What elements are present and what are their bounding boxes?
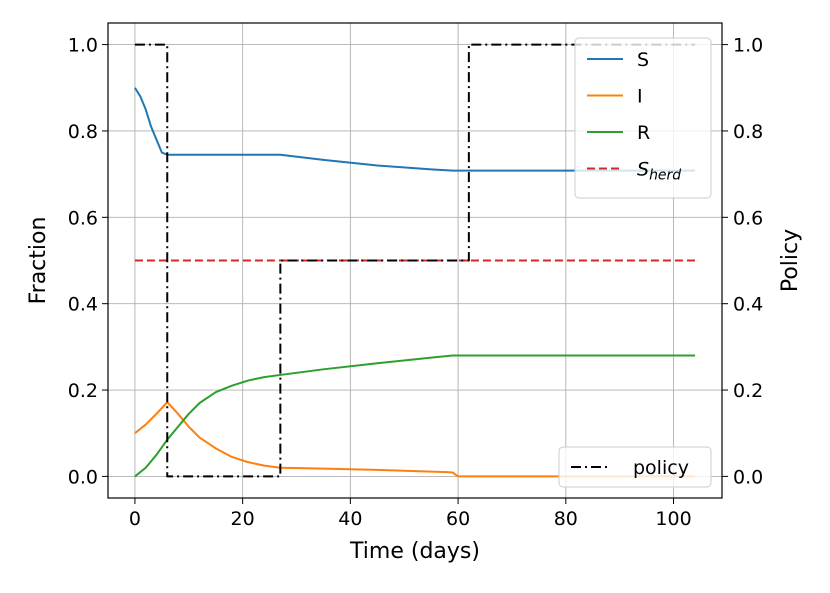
y-tick-label: 1.0 [68, 35, 98, 57]
x-tick-label: 0 [129, 508, 141, 530]
legend-label: Sherd [637, 159, 681, 184]
y-tick-label: 0.8 [68, 121, 98, 143]
y-axis-label: Fraction [26, 217, 51, 305]
x-tick-label: 100 [655, 508, 691, 530]
legend-box [558, 446, 712, 488]
x-tick-label: 40 [338, 508, 362, 530]
axis-ticks: 0 20 40 60 80 100 0.0 0.2 0.4 0.6 0.8 1.0 0.0 0.2 0.4 0… [68, 35, 763, 530]
legend-label: policy [633, 457, 689, 479]
y2-tick-label: 0.8 [733, 121, 763, 143]
y-tick-label: 0.6 [68, 207, 98, 229]
x-tick-label: 60 [446, 508, 470, 530]
legend-top-right: SIR Sherd [574, 37, 712, 199]
y2-tick-label: 1.0 [733, 35, 763, 57]
y2-tick-label: 0.4 [733, 294, 763, 316]
legend-label: I [637, 86, 643, 108]
legend-label: R [637, 122, 650, 144]
series-line-i [134, 401, 696, 478]
legend-box [574, 37, 712, 199]
y-tick-label: 0.0 [68, 466, 98, 488]
y-tick-label: 0.4 [68, 294, 98, 316]
series-line-policy [134, 43, 696, 478]
x-tick-label: 80 [554, 508, 578, 530]
y2-tick-label: 0.6 [733, 207, 763, 229]
x-tick-label: 20 [231, 508, 255, 530]
legend-bottom-right: policy [558, 446, 712, 488]
y2-axis-label: Policy [778, 229, 803, 292]
plot-frame [107, 22, 723, 499]
legend-label: S [637, 49, 649, 71]
y-tick-label: 0.2 [68, 380, 98, 402]
y2-tick-label: 0.2 [733, 380, 763, 402]
x-axis-label: Time (days) [349, 539, 480, 564]
y2-tick-label: 0.0 [733, 466, 763, 488]
series-lines [134, 43, 696, 478]
series-line-s [134, 87, 696, 172]
